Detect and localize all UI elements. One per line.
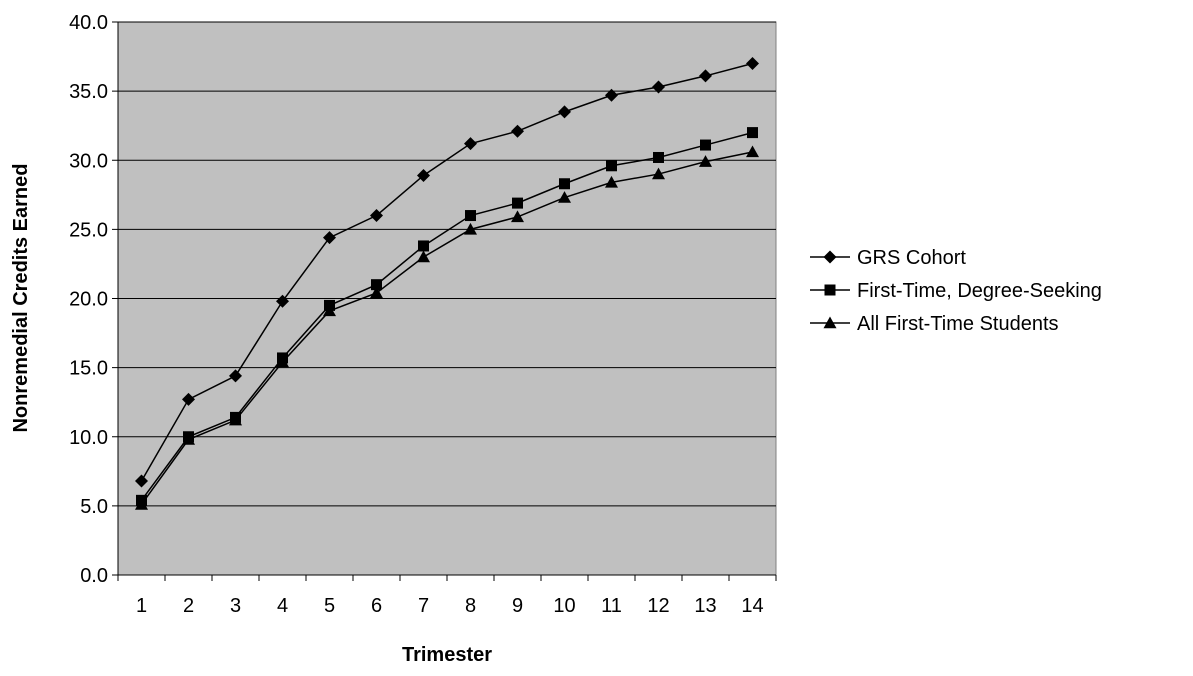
x-tick-label: 6 [371,595,382,617]
data-point [370,286,383,299]
data-point [229,369,242,383]
data-point [746,56,759,70]
data-point [558,191,571,203]
data-point [464,222,477,235]
y-axis-title: Nonremedial Credits Earned [10,164,32,433]
data-point [653,151,664,163]
legend-label: All First-Time Students [857,313,1059,335]
x-tick-label: 13 [694,595,716,617]
x-tick-label: 5 [324,595,335,617]
data-point [605,88,618,102]
y-tick-label: 15.0 [69,358,108,380]
data-point [464,137,477,151]
legend-marker [823,250,837,264]
y-tick-label: 10.0 [69,427,108,449]
y-tick-label: 40.0 [69,12,108,34]
x-tick-label: 3 [230,595,241,617]
y-tick-labels: 0.0 5.0 10.0 15.0 20.0 25.0 30.0 35.0 40.0 [69,12,108,587]
data-point [323,304,336,317]
data-point [182,433,195,445]
y-tick-label: 5.0 [80,496,108,518]
x-tick-label: 8 [465,595,476,617]
data-point [747,127,758,139]
data-point [417,168,430,182]
data-point [652,167,665,180]
data-point [370,209,383,223]
data-point [559,178,570,190]
data-point [512,197,523,209]
legend-label: GRS Cohort [857,247,966,269]
legend-marker [824,284,836,296]
y-tick-label: 25.0 [69,219,108,241]
data-point [699,155,712,167]
legend: GRS Cohort First-Time, Degree-Seeking All … [810,247,1102,335]
data-point [135,497,148,510]
data-point [605,175,618,188]
legend-item-all-first-time-students: All First-Time Students [810,313,1059,335]
y-tick-label: 0.0 [80,565,108,587]
data-point [323,231,336,245]
data-point [276,294,289,308]
data-point [417,250,430,263]
x-tick-label: 2 [183,595,194,617]
data-point [699,69,712,83]
legend-item-first-time-degree-seeking: First-Time, Degree-Seeking [810,280,1102,302]
series-layer [135,56,759,510]
x-tick-label: 7 [418,595,429,617]
x-tick-label: 4 [277,595,288,617]
legend-item-grs-cohort: GRS Cohort [810,247,966,269]
legend-label: First-Time, Degree-Seeking [857,280,1102,302]
data-point [700,139,711,151]
data-point [276,355,289,368]
x-tick-label: 11 [601,595,622,617]
series-grs-cohort [135,56,759,488]
x-tick-label: 14 [741,595,763,617]
data-point [229,413,242,426]
data-point [746,145,759,158]
series-line [140,131,753,501]
legend-marker [823,316,837,329]
data-point [371,279,382,291]
data-point [418,240,429,252]
data-point [465,210,476,222]
series-all-first-time-students [135,145,759,510]
data-point [182,392,195,406]
x-axis-title: Trimester [402,644,492,666]
data-point [511,210,524,223]
x-tick-label: 1 [136,595,147,617]
data-point [558,105,571,119]
data-point [511,124,524,138]
x-tick-labels: 1 2 3 4 5 6 7 8 9 10 11 12 13 14 [136,595,764,617]
y-tick-label: 35.0 [69,81,108,103]
data-point [606,160,617,172]
y-tick-label: 20.0 [69,289,108,311]
series-line [140,151,753,505]
x-tick-label: 10 [553,595,575,617]
x-tick-label: 12 [647,595,669,617]
data-point [652,80,665,94]
series-line [140,62,753,482]
y-tick-label: 30.0 [69,150,108,172]
axes [112,21,777,581]
data-point [135,474,148,488]
x-tick-label: 9 [512,595,523,617]
